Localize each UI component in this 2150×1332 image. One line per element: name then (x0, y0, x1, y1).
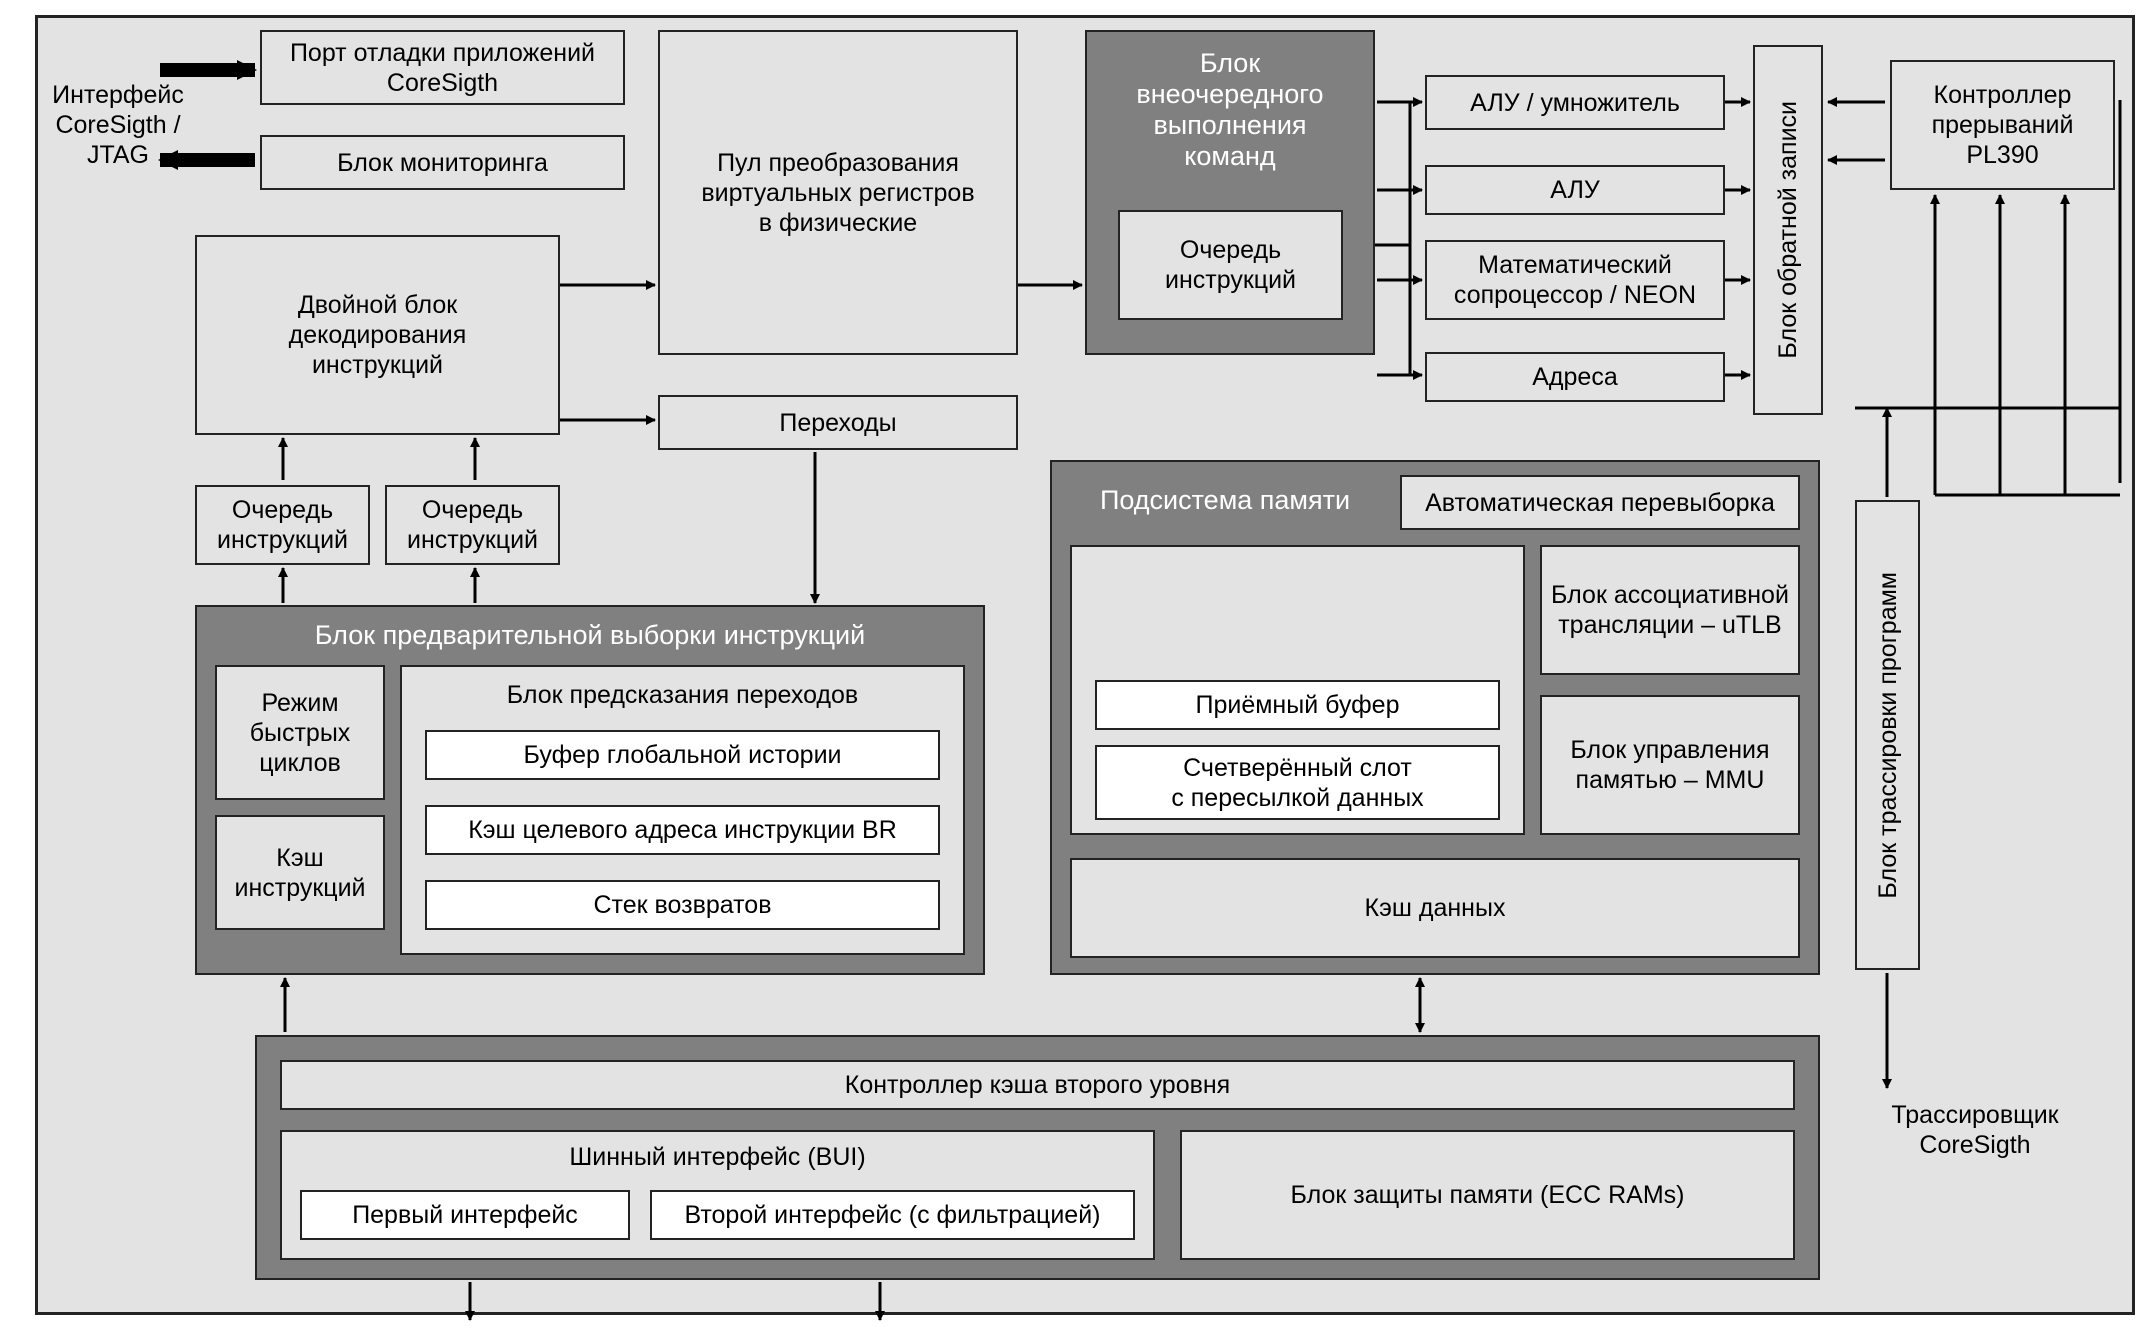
box-label-icache: Кэшинструкций (234, 843, 365, 903)
box-label-quad_slot: Счетверённый слотс пересылкой данных (1171, 753, 1423, 813)
box-ooo_inner: Очередьинструкций (1118, 210, 1343, 320)
box-label-l2ctrl: Контроллер кэша второго уровня (845, 1070, 1230, 1100)
box-label-math_neon: Математическийсопроцессор / NEON (1454, 250, 1696, 310)
box-label-mmu: Блок управленияпамятью – MMU (1570, 735, 1769, 795)
box-dual_decode: Двойной блокдекодированияинструкций (195, 235, 560, 435)
box-label-intctrl: КонтроллерпрерыванийPL390 (1932, 80, 2074, 170)
box-label-q2: Очередьинструкций (407, 495, 538, 555)
box-label-alu: АЛУ (1550, 175, 1600, 205)
box-label-addresses: Адреса (1532, 362, 1617, 392)
box-label-writeback: Блок обратной записи (1773, 101, 1803, 359)
title-bpred: Блок предсказания переходов (410, 675, 955, 715)
box-bui_second: Второй интерфейс (с фильтрацией) (650, 1190, 1135, 1240)
box-label-btac: Кэш целевого адреса инструкции BR (468, 815, 897, 845)
box-alu_mul: АЛУ / умножитель (1425, 75, 1725, 130)
box-label-dcache: Кэш данных (1365, 893, 1506, 923)
label-iface_jtag: ИнтерфейсCoreSigth /JTAG (38, 80, 198, 175)
box-label-ras: Стек возвратов (594, 890, 772, 920)
box-label-ooo_inner: Очередьинструкций (1165, 235, 1296, 295)
title-ooo: Блоквнеочередноговыполнениякоманд (1095, 40, 1365, 180)
box-fast_loop: Режимбыстрыхциклов (215, 665, 385, 800)
box-label-branches: Переходы (779, 408, 896, 438)
box-mmu: Блок управленияпамятью – MMU (1540, 695, 1800, 835)
box-monitoring: Блок мониторинга (260, 135, 625, 190)
title-prefetch: Блок предварительной выборки инструкций (215, 615, 965, 655)
box-addresses: Адреса (1425, 352, 1725, 402)
label-tracer_cs: ТрассировщикCoreSigth (1865, 1100, 2085, 1165)
box-label-dual_decode: Двойной блокдекодированияинструкций (289, 290, 467, 380)
box-ghb: Буфер глобальной истории (425, 730, 940, 780)
box-label-auto_refetch: Автоматическая перевыборка (1425, 488, 1775, 518)
box-utlb: Блок ассоциативнойтрансляции – uTLB (1540, 545, 1800, 675)
box-alu: АЛУ (1425, 165, 1725, 215)
box-ras: Стек возвратов (425, 880, 940, 930)
box-l2ctrl: Контроллер кэша второго уровня (280, 1060, 1795, 1110)
box-label-q1: Очередьинструкций (217, 495, 348, 555)
box-trace_block: Блок трассировки программ (1855, 500, 1920, 970)
box-math_neon: Математическийсопроцессор / NEON (1425, 240, 1725, 320)
box-writeback: Блок обратной записи (1753, 45, 1823, 415)
box-label-debug_port: Порт отладки приложенийCoreSigth (290, 38, 595, 98)
box-label-bui_first: Первый интерфейс (352, 1200, 578, 1230)
title-bui: Шинный интерфейс (BUI) (300, 1140, 1135, 1175)
box-label-utlb: Блок ассоциативнойтрансляции – uTLB (1551, 580, 1789, 640)
box-label-bui_second: Второй интерфейс (с фильтрацией) (685, 1200, 1101, 1230)
box-btac: Кэш целевого адреса инструкции BR (425, 805, 940, 855)
box-q2: Очередьинструкций (385, 485, 560, 565)
box-label-monitoring: Блок мониторинга (337, 148, 548, 178)
box-branches: Переходы (658, 395, 1018, 450)
box-icache: Кэшинструкций (215, 815, 385, 930)
box-label-trace_block: Блок трассировки программ (1873, 572, 1903, 899)
box-recv_buf: Приёмный буфер (1095, 680, 1500, 730)
box-label-ecc_rams: Блок защиты памяти (ЕСС RAMs) (1290, 1180, 1684, 1210)
box-label-reg_pool: Пул преобразованиявиртуальных регистровв… (701, 148, 974, 238)
box-label-ghb: Буфер глобальной истории (524, 740, 842, 770)
box-q1: Очередьинструкций (195, 485, 370, 565)
box-debug_port: Порт отладки приложенийCoreSigth (260, 30, 625, 105)
box-ecc_rams: Блок защиты памяти (ЕСС RAMs) (1180, 1130, 1795, 1260)
box-dcache: Кэш данных (1070, 858, 1800, 958)
box-label-fast_loop: Режимбыстрыхциклов (250, 688, 351, 778)
box-quad_slot: Счетверённый слотс пересылкой данных (1095, 745, 1500, 820)
diagram-stage: Порт отладки приложенийCoreSigth Блок мон… (0, 0, 2150, 1332)
title-memsys: Подсистема памяти (1070, 480, 1380, 520)
box-auto_refetch: Автоматическая перевыборка (1400, 475, 1800, 530)
box-intctrl: КонтроллерпрерыванийPL390 (1890, 60, 2115, 190)
box-reg_pool: Пул преобразованиявиртуальных регистровв… (658, 30, 1018, 355)
box-label-recv_buf: Приёмный буфер (1196, 690, 1400, 720)
box-bui_first: Первый интерфейс (300, 1190, 630, 1240)
box-label-alu_mul: АЛУ / умножитель (1470, 88, 1680, 118)
